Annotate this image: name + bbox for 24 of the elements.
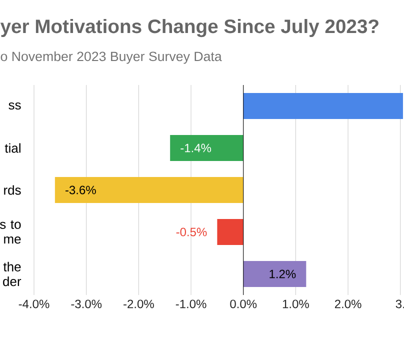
x-tick-label: 2.0%: [334, 300, 362, 308]
x-tick-label: -3.0%: [71, 300, 102, 308]
y-tick-label: ss: [8, 102, 21, 110]
data-label: -1.4%: [180, 144, 212, 152]
x-tick-label: 3.: [396, 300, 404, 308]
chart-title: yer Motivations Change Since July 2023?: [0, 18, 378, 38]
bar: [170, 134, 244, 162]
bar: [243, 260, 306, 288]
chart-subtitle: o November 2023 Buyer Survey Data: [0, 51, 222, 64]
bar: [217, 218, 244, 246]
bar: [243, 92, 403, 120]
x-tick-label: -1.0%: [176, 300, 206, 308]
y-tick-label: the der: [3, 262, 22, 286]
data-label: 1.2%: [270, 270, 296, 278]
data-label: -3.6%: [66, 186, 96, 194]
x-tick-label: 1.0%: [282, 300, 309, 308]
y-tick-label: tial: [4, 143, 20, 153]
x-tick-label: -4.0%: [18, 300, 50, 308]
x-tick-label: 0.0%: [230, 300, 257, 308]
y-tick-label: rds: [4, 185, 21, 195]
bar: [54, 176, 244, 204]
y-tick-label: s to me: [0, 220, 21, 244]
x-tick-label: -2.0%: [124, 300, 154, 308]
data-label: -0.5%: [176, 228, 207, 236]
